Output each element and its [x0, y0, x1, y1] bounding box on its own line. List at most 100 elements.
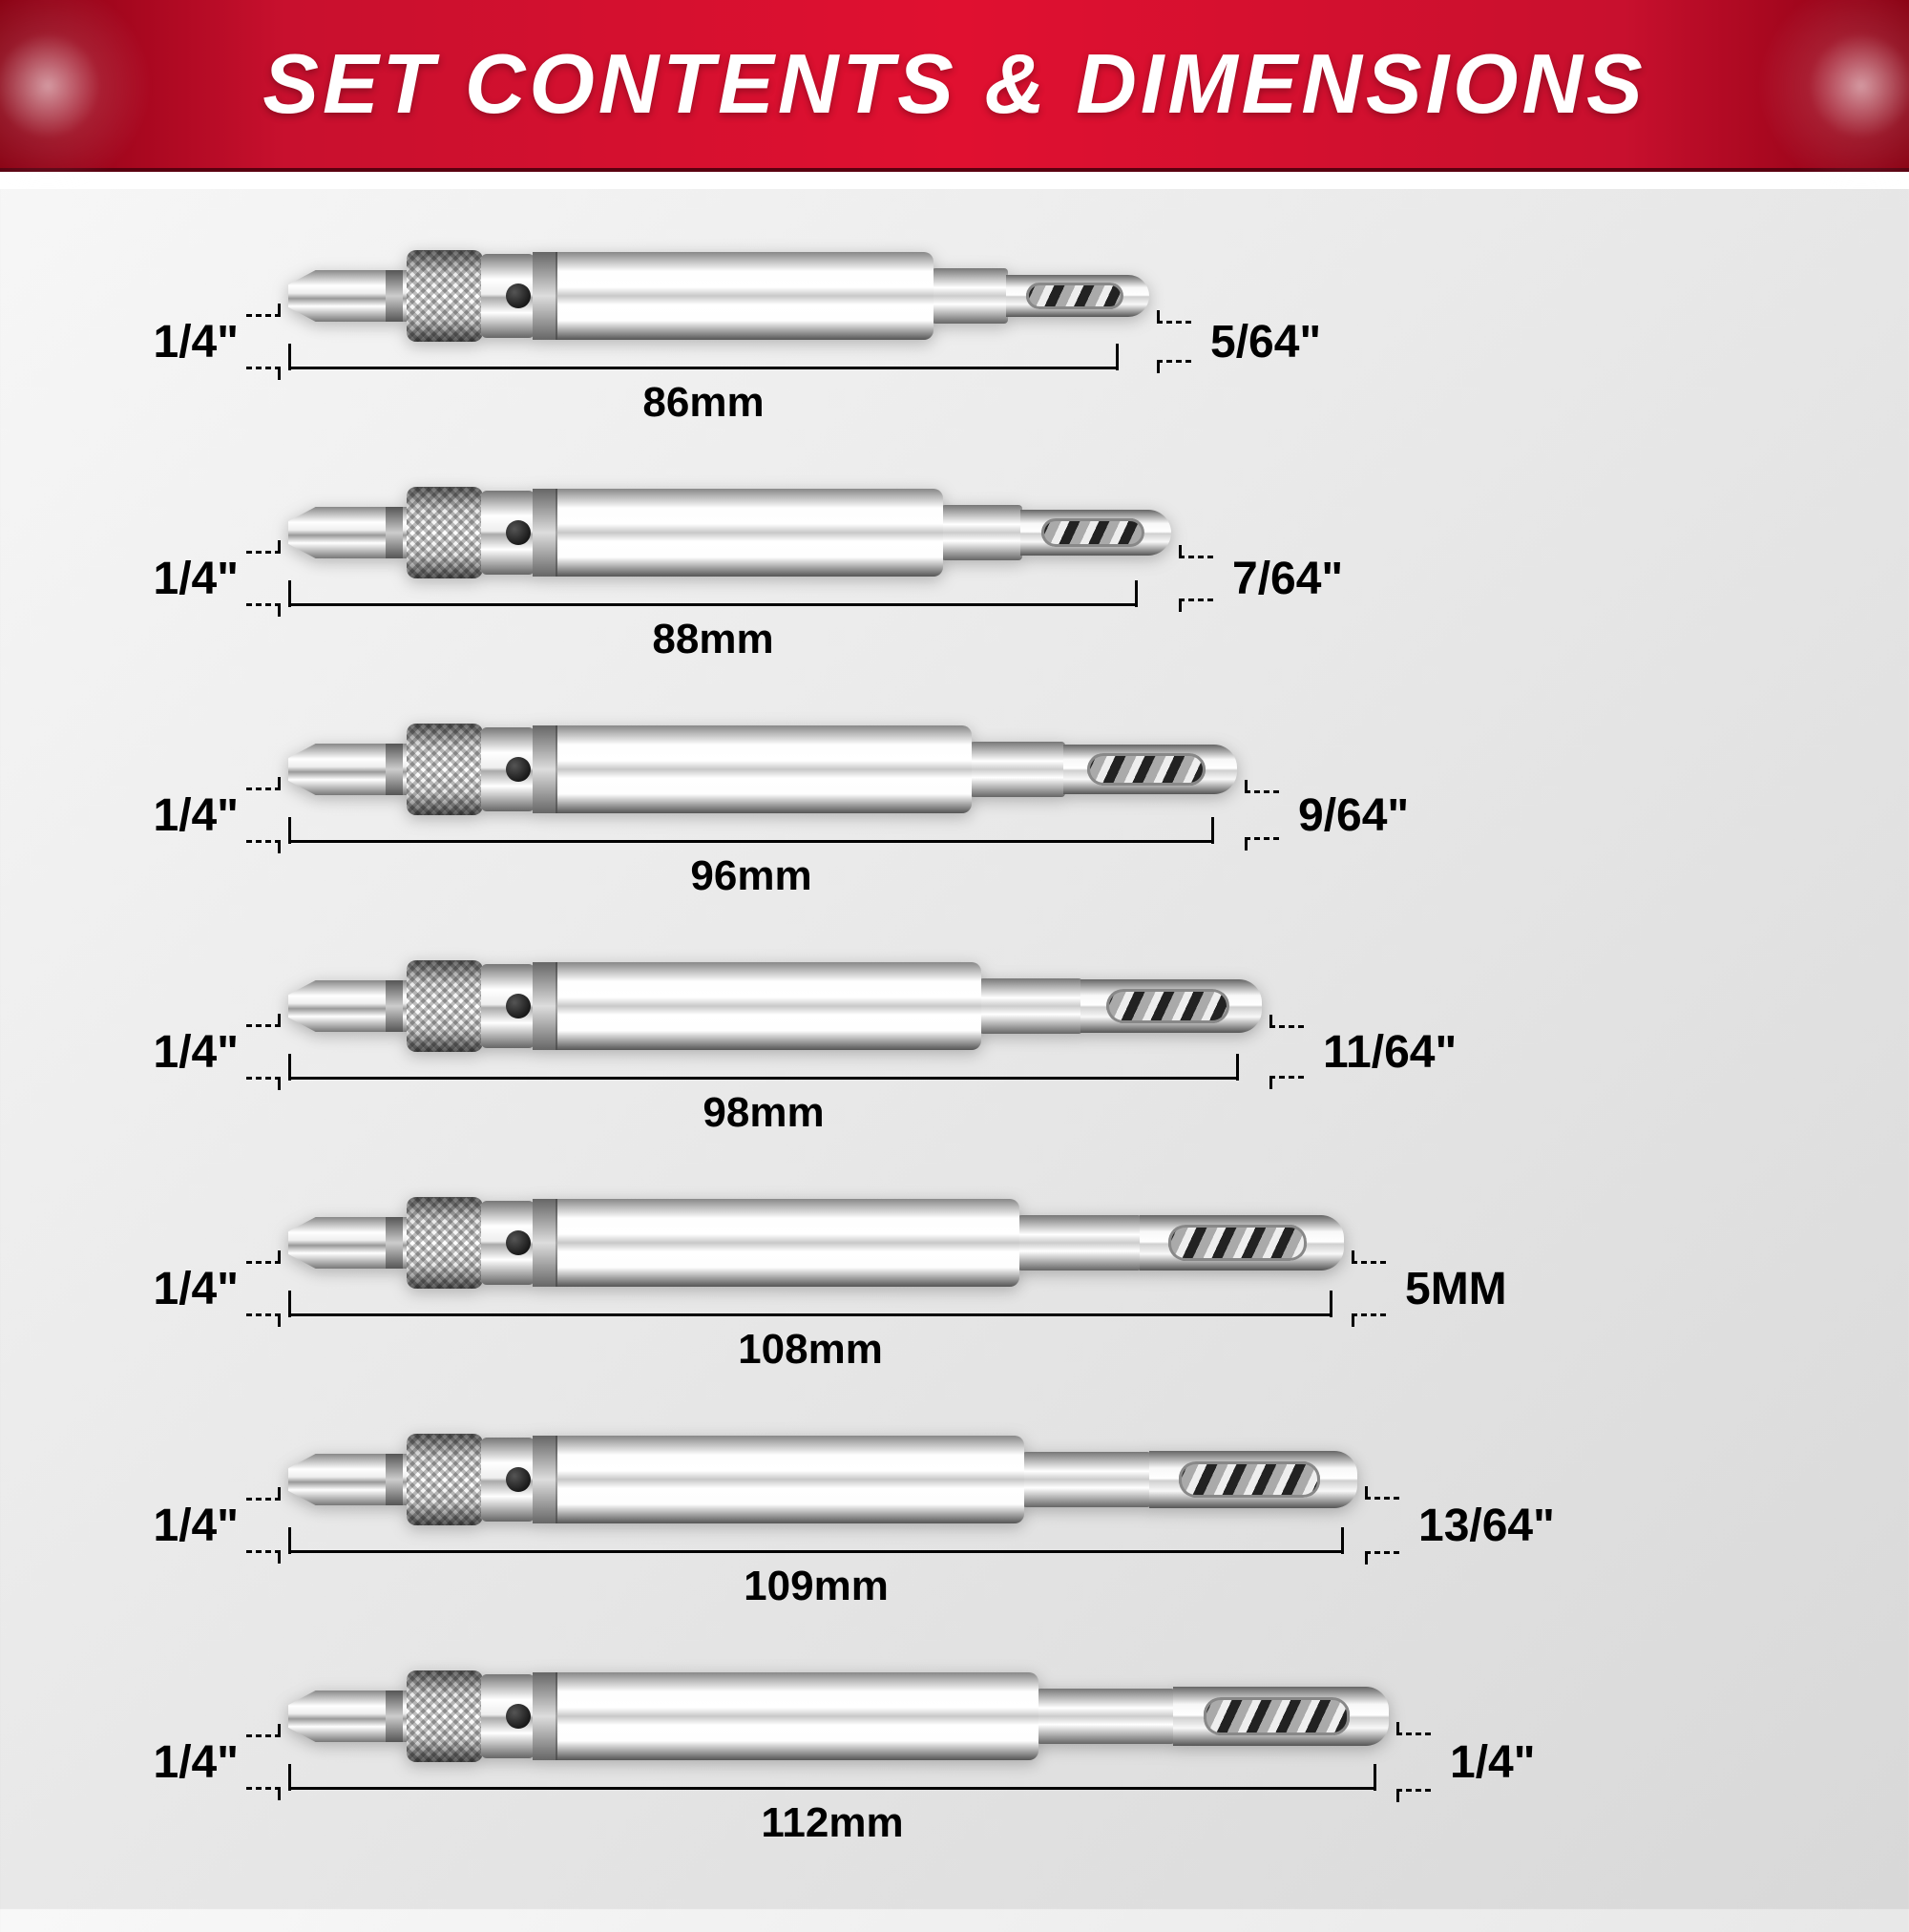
- tip-dimension-bracket: [1179, 556, 1213, 601]
- bit-body: [533, 962, 981, 1050]
- length-dimension: 109mm: [288, 1550, 1344, 1617]
- shank-size-label: 1/4": [115, 1500, 239, 1552]
- length-label: 86mm: [642, 379, 764, 427]
- tip-size-label: 5/64": [1210, 316, 1321, 368]
- drill-bit: [288, 960, 1262, 1052]
- bit-tip: [1020, 510, 1171, 556]
- bit-wrap: 86mm: [288, 250, 1149, 433]
- hex-shank: [288, 270, 412, 322]
- bit-body: [533, 489, 943, 577]
- bit-neck: [941, 505, 1022, 560]
- bit-neck: [1022, 1452, 1151, 1507]
- shank-size-label: 1/4": [115, 1026, 239, 1079]
- bit-row: 1/4" 88mm 7/64": [115, 473, 1794, 683]
- shank-dimension-bracket: [246, 788, 281, 843]
- length-label: 96mm: [690, 852, 811, 900]
- bit-wrap: 112mm: [288, 1670, 1389, 1854]
- bit-wrap: 88mm: [288, 487, 1171, 670]
- shank-size-label: 1/4": [115, 553, 239, 605]
- knurled-collar: [407, 250, 483, 342]
- tip-size-label: 13/64": [1418, 1500, 1555, 1552]
- knurled-collar: [407, 487, 483, 578]
- header-divider: [0, 172, 1909, 189]
- bit-body: [533, 1436, 1024, 1523]
- shank-dimension-bracket: [246, 551, 281, 606]
- clamp-with-set-screw: [481, 491, 535, 575]
- knurled-collar: [407, 724, 483, 815]
- tip-dimension-bracket: [1352, 1261, 1386, 1316]
- drill-bit: [288, 487, 1171, 578]
- shank-size-label: 1/4": [115, 789, 239, 842]
- tip-dimension-bracket: [1396, 1732, 1431, 1792]
- tip-size-label: 11/64": [1323, 1026, 1457, 1079]
- hex-shank: [288, 1454, 412, 1505]
- tip-dimension-bracket: [1157, 321, 1191, 363]
- hex-shank: [288, 1217, 412, 1269]
- shank-dimension-bracket: [246, 1734, 281, 1790]
- bit-body: [533, 1672, 1038, 1760]
- knurled-collar: [407, 960, 483, 1052]
- hex-shank: [288, 980, 412, 1032]
- bit-tip: [1063, 745, 1237, 794]
- bit-wrap: 108mm: [288, 1197, 1344, 1380]
- bit-tip: [1080, 979, 1262, 1033]
- length-dimension-line: [288, 1787, 1376, 1790]
- bit-body: [533, 1199, 1019, 1287]
- bit-tip: [1140, 1215, 1344, 1270]
- bits-list: 1/4"86mm5/64"1/4"88mm7/64"1/4"96mm9/64"1…: [0, 189, 1909, 1932]
- bit-row: 1/4"112mm1/4": [115, 1657, 1794, 1867]
- drill-bit: [288, 724, 1237, 815]
- shank-dimension-bracket: [246, 314, 281, 369]
- length-dimension-line: [288, 840, 1214, 843]
- clamp-with-set-screw: [481, 1201, 535, 1285]
- shank-size-label: 1/4": [115, 1263, 239, 1315]
- hex-shank: [288, 1690, 412, 1742]
- shank-dimension-bracket: [246, 1261, 281, 1316]
- length-dimension-line: [288, 1077, 1239, 1080]
- knurled-collar: [407, 1197, 483, 1289]
- shank-dimension-bracket: [246, 1498, 281, 1553]
- bit-body: [533, 252, 934, 340]
- length-label: 98mm: [703, 1089, 824, 1137]
- tip-size-label: 7/64": [1232, 553, 1343, 605]
- length-dimension: 86mm: [288, 367, 1119, 433]
- bit-row: 1/4" 98mm 11/64": [115, 947, 1794, 1157]
- clamp-with-set-screw: [481, 964, 535, 1048]
- bit-neck: [1037, 1689, 1175, 1744]
- bit-neck: [932, 268, 1008, 324]
- length-dimension: 88mm: [288, 603, 1138, 670]
- clamp-with-set-screw: [481, 727, 535, 811]
- bit-neck: [970, 742, 1065, 797]
- tip-size-label: 1/4": [1450, 1736, 1535, 1789]
- length-dimension: 108mm: [288, 1313, 1332, 1380]
- page-title: SET CONTENTS & DIMENSIONS: [262, 35, 1646, 133]
- shank-dimension-bracket: [246, 1024, 281, 1080]
- length-label: 88mm: [652, 616, 773, 663]
- length-dimension-line: [288, 603, 1138, 606]
- bit-wrap: 96mm: [288, 724, 1237, 907]
- drill-bit: [288, 250, 1149, 342]
- tip-size-label: 5MM: [1405, 1263, 1507, 1315]
- shank-size-label: 1/4": [115, 316, 239, 368]
- tip-dimension-bracket: [1245, 790, 1279, 840]
- clamp-with-set-screw: [481, 254, 535, 338]
- length-dimension: 112mm: [288, 1787, 1376, 1854]
- bit-neck: [979, 978, 1082, 1034]
- tip-dimension-bracket: [1269, 1025, 1304, 1079]
- bit-wrap: 109mm: [288, 1434, 1357, 1617]
- bit-tip: [1173, 1687, 1389, 1746]
- bit-body: [533, 725, 972, 813]
- length-dimension: 98mm: [288, 1077, 1239, 1144]
- length-label: 109mm: [744, 1563, 889, 1610]
- knurled-collar: [407, 1434, 483, 1525]
- bit-neck: [1017, 1215, 1142, 1270]
- hex-shank: [288, 507, 412, 558]
- clamp-with-set-screw: [481, 1674, 535, 1758]
- knurled-collar: [407, 1670, 483, 1762]
- length-dimension: 96mm: [288, 840, 1214, 907]
- drill-bit: [288, 1434, 1357, 1525]
- hex-shank: [288, 744, 412, 795]
- length-label: 108mm: [738, 1326, 883, 1374]
- drill-bit: [288, 1197, 1344, 1289]
- length-dimension-line: [288, 1313, 1332, 1316]
